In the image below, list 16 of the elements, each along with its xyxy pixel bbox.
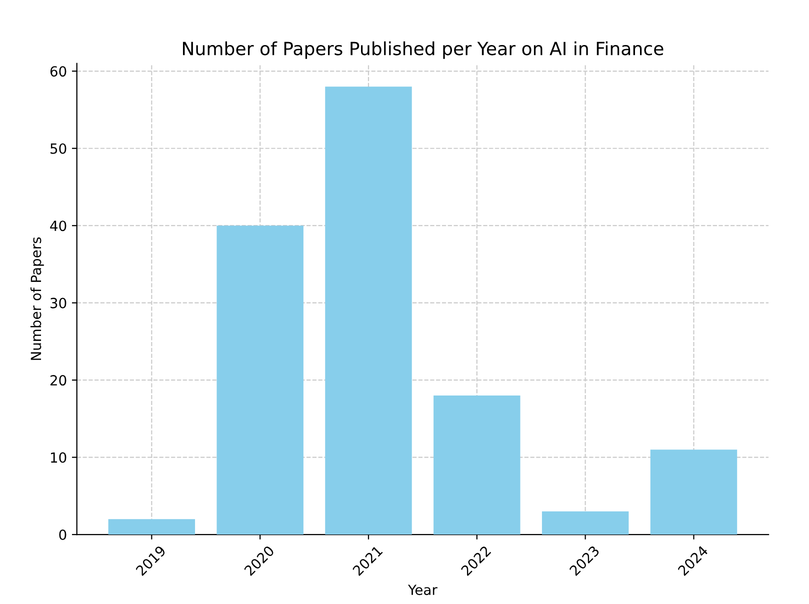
chart-title: Number of Papers Published per Year on AI in Finance [182, 41, 664, 59]
bar [542, 511, 629, 535]
y-tick-label: 10 [50, 452, 66, 463]
bar [650, 450, 738, 535]
bar [325, 86, 412, 535]
y-tick-label: 60 [50, 66, 66, 77]
y-axis-title: Number of Papers [30, 237, 44, 360]
x-axis-title: Year [408, 584, 438, 596]
y-tick-label: 20 [50, 375, 66, 386]
y-tick-label: 0 [59, 530, 66, 540]
bar [434, 396, 520, 535]
y-tick-label: 30 [50, 298, 66, 308]
bar [108, 519, 196, 535]
bar [216, 226, 304, 535]
y-tick-label: 40 [50, 220, 66, 232]
y-tick-label: 50 [50, 143, 66, 154]
